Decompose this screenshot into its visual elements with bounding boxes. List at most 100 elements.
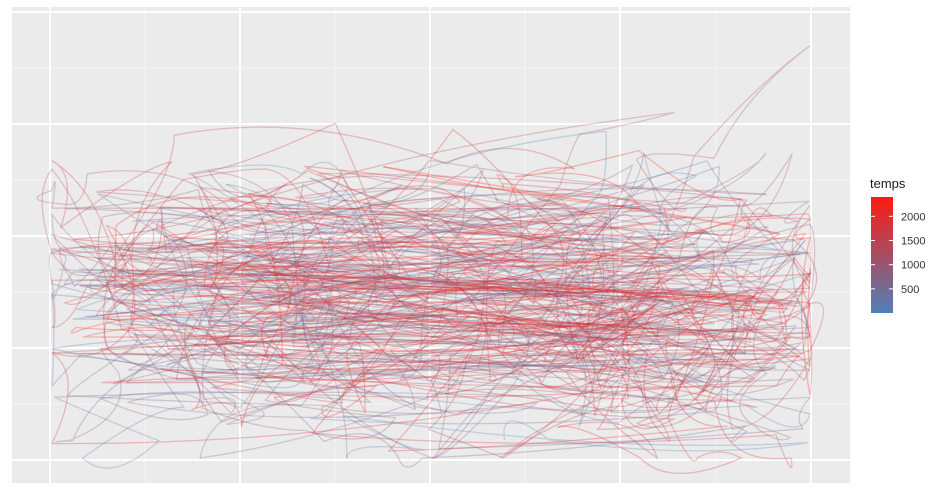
trajectory-segment [76,239,806,319]
trajectory-segment [211,187,671,313]
trajectory-segment [570,264,761,382]
trajectory-segment [214,279,462,384]
trajectory-segment [159,204,624,367]
trajectory-segment [63,161,289,305]
trajectory-segment [125,205,710,384]
trajectory-segment [207,197,587,356]
trajectory-segment [84,241,784,349]
trajectory-segment [262,277,808,351]
trajectory-segment [51,160,271,268]
trajectory-segment [482,241,655,417]
trajectory-segment [397,239,756,327]
trajectory-segment [97,209,611,314]
trajectory-segment [158,287,719,371]
trajectory-segment [584,223,811,404]
trajectory-segment [78,317,243,427]
trajectory-segment [100,307,800,412]
trajectory-segment [444,198,811,263]
trajectory-segment [357,374,792,460]
trajectory-segment [50,243,697,362]
trajectory-segment [292,239,812,376]
trajectory-segment [237,223,816,346]
trajectory-segment [112,249,289,385]
trajectory-segment [557,299,665,460]
trajectory-segment [277,258,348,459]
legend-title: temps [870,176,906,191]
trajectory-segment [67,237,700,396]
trajectory-segment [97,192,507,389]
trajectory-segment [125,287,397,440]
trajectory-segment [431,226,626,459]
trajectory-segment [201,293,588,414]
trajectory-segment [320,195,710,297]
trajectory-segment [111,267,585,295]
trajectory-segment [249,194,649,348]
trajectory-segment [198,253,801,344]
trajectory-segment [455,238,640,321]
trajectory-segment [223,209,775,343]
trajectory-segment [79,187,767,324]
trajectory-segment [130,266,722,375]
trajectory-segment [230,169,375,273]
trajectory-segment [266,152,710,247]
trajectory-segment [297,215,634,340]
legend-tick-label: 1000 [901,260,925,272]
trajectory-segment [186,161,349,267]
trajectory-segment [309,177,776,372]
trajectory-segment [214,192,284,427]
trajectory-segment [390,331,653,423]
trajectory-segment [155,217,522,292]
trajectory-segment [247,235,668,366]
trajectory-segment [116,198,591,310]
trajectory-segment [198,163,665,379]
trajectory-segment [126,202,798,384]
legend: temps 500 1000 1500 2000 [870,176,925,313]
trajectory-segment [191,122,390,285]
trajectory-segment [115,196,811,278]
trajectory-segment [291,130,607,364]
trajectory-segment [581,282,752,442]
trajectory-segment [48,246,809,340]
trajectory-segment [255,270,644,381]
trajectory-segment [235,193,811,428]
trajectory-segment [301,307,759,452]
trajectory-segment [199,251,811,459]
trajectory-segment [134,315,519,411]
trajectory-segment [81,279,804,380]
trajectory-segment [444,197,575,395]
trajectory-segment [230,195,665,301]
trajectory-segment [212,128,634,325]
legend-tick-label: 500 [901,284,919,296]
trajectory-segment [119,293,811,344]
trajectory-segment [107,274,437,414]
trajectory-segment [58,210,305,374]
trajectory-segment [50,248,700,374]
trajectory-segment [357,290,791,390]
trajectory-segment [112,207,739,388]
trajectory-segment [262,199,381,348]
trajectory-segment [587,289,707,412]
trajectory-segment [358,281,710,459]
trajectory-segment [342,414,809,459]
trajectory-segment [73,238,703,294]
trajectory-segment [208,268,623,404]
trajectory-segment [273,287,767,403]
trajectory-segment [404,278,807,346]
trajectory-segment [385,232,807,331]
trajectory-segment [67,365,704,415]
trajectory-segment [244,160,779,320]
trajectory-segment [274,320,724,418]
trajectory-segment [73,169,607,288]
trajectory-segment [398,207,529,382]
trajectory-segment [371,153,793,303]
trajectory-segment [621,217,813,396]
trajectory-segment [609,45,811,314]
trajectory-segment [303,165,780,234]
trajectory-segment [36,159,688,213]
trajectory-segment [427,317,712,459]
trajectory-segment [203,284,742,375]
trajectory-segment [493,257,792,441]
trajectory-segment [64,271,674,366]
trajectory-segment [199,339,459,459]
trajectory-segment [160,350,811,404]
